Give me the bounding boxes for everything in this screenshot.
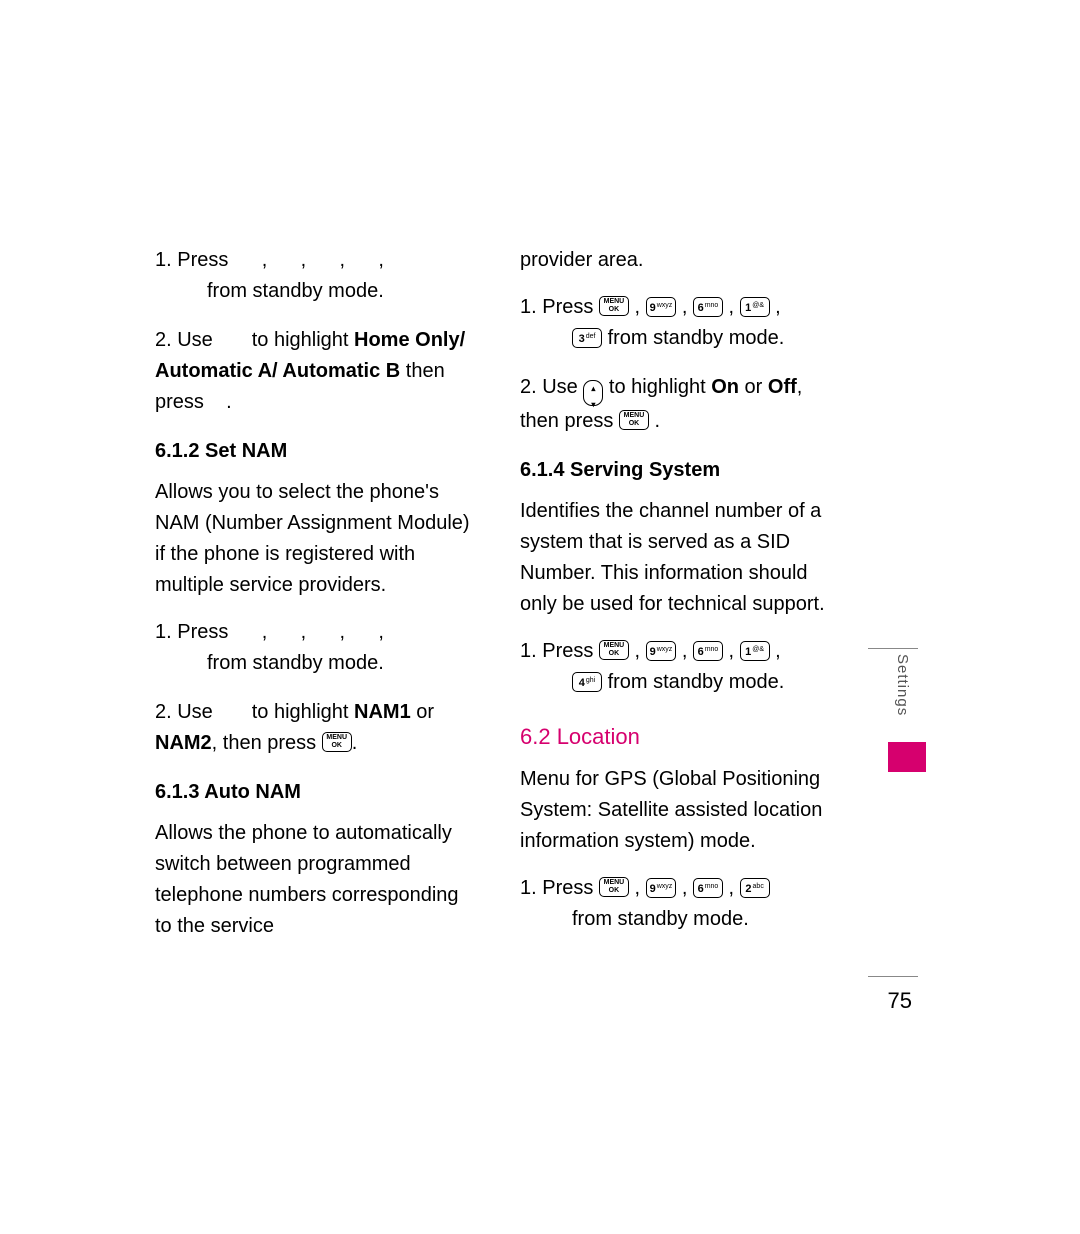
side-tab: Settings <box>894 654 918 772</box>
key-2-icon: 2abc <box>740 878 770 898</box>
section-label: Settings <box>894 654 911 738</box>
text: 6 <box>698 302 704 314</box>
side-divider-top <box>868 648 918 649</box>
text: OK <box>331 742 342 749</box>
text: 1. Press <box>520 877 599 899</box>
menu-ok-key-icon: MENUOK <box>322 732 352 752</box>
text: abc <box>753 883 764 890</box>
desc-6-1-2: Allows you to select the phone's NAM (Nu… <box>155 477 480 601</box>
text: MENU <box>604 642 625 649</box>
text: 4 <box>579 677 585 689</box>
text: 1. Press <box>520 640 599 662</box>
menu-ok-key-icon: MENUOK <box>599 877 629 897</box>
text: 1. Press <box>155 249 228 271</box>
menu-ok-key-icon: MENUOK <box>619 410 649 430</box>
heading-6-2: 6.2 Location <box>520 720 845 754</box>
text: 6 <box>698 883 704 895</box>
desc-6-1-4: Identifies the channel number of a syste… <box>520 496 845 620</box>
step-6-1-3-1: 1. Press MENUOK , 9wxyz , 6mno , 1@& , 3… <box>520 292 845 354</box>
text: 9 <box>650 646 656 658</box>
text: 1 <box>745 646 751 658</box>
text: or <box>411 701 434 723</box>
step-6-1-3-2: 2. Use ▴▾ to highlight On or Off, then p… <box>520 372 845 437</box>
left-column: 1. Press , , , , from standby mode. 2. U… <box>155 245 480 958</box>
text: ▴ <box>591 381 595 397</box>
option-bold: NAM1 <box>354 701 411 723</box>
text: , then press <box>212 732 322 754</box>
text: def <box>586 333 596 340</box>
option-bold: Off <box>768 376 797 398</box>
step-6-1-2-2: 2. Use to highlight NAM1 or NAM2, then p… <box>155 697 480 759</box>
text: from standby mode. <box>608 327 785 349</box>
text: MENU <box>624 412 645 419</box>
text: from standby mode. <box>608 671 785 693</box>
side-divider-bottom <box>868 976 918 977</box>
text: to highlight <box>252 701 354 723</box>
step-6-1-x-2: 2. Use to highlight Home Only/ Automatic… <box>155 325 480 418</box>
text: OK <box>609 887 620 894</box>
heading-6-1-4: 6.1.4 Serving System <box>520 455 845 486</box>
desc-6-1-3-cont: provider area. <box>520 245 845 276</box>
nav-key-icon: ▴▾ <box>583 380 603 406</box>
text: 9 <box>650 883 656 895</box>
text: ghi <box>586 677 595 684</box>
text: mno <box>705 646 719 653</box>
text: from standby mode. <box>207 280 384 302</box>
text: MENU <box>604 298 625 305</box>
key-6-icon: 6mno <box>693 641 723 661</box>
manual-page: 1. Press , , , , from standby mode. 2. U… <box>155 245 845 958</box>
desc-6-2: Menu for GPS (Global Positioning System:… <box>520 764 845 857</box>
menu-ok-key-icon: MENUOK <box>599 296 629 316</box>
key-3-icon: 3def <box>572 328 602 348</box>
text: 2. Use <box>155 701 213 723</box>
step-6-1-2-1: 1. Press , , , , from standby mode. <box>155 617 480 679</box>
text: 1. Press <box>155 621 228 643</box>
text: OK <box>609 650 620 657</box>
key-1-icon: 1@& <box>740 297 770 317</box>
text: 2. Use <box>520 376 583 398</box>
option-bold: NAM2 <box>155 732 212 754</box>
text: 2 <box>745 883 751 895</box>
key-6-icon: 6mno <box>693 297 723 317</box>
text: MENU <box>326 734 347 741</box>
right-column: provider area. 1. Press MENUOK , 9wxyz ,… <box>520 245 845 958</box>
text: 9 <box>650 302 656 314</box>
heading-6-1-2: 6.1.2 Set NAM <box>155 436 480 467</box>
text: from standby mode. <box>207 652 384 674</box>
text: MENU <box>604 879 625 886</box>
key-9-icon: 9wxyz <box>646 878 677 898</box>
page-number: 75 <box>888 988 912 1014</box>
key-6-icon: 6mno <box>693 878 723 898</box>
text: wxyz <box>657 883 673 890</box>
heading-6-1-3: 6.1.3 Auto NAM <box>155 777 480 808</box>
text: 6 <box>698 646 704 658</box>
text: @& <box>752 302 764 309</box>
text: 2. Use <box>155 329 213 351</box>
text: wxyz <box>657 646 673 653</box>
text: 1. Press <box>520 296 599 318</box>
text: @& <box>752 646 764 653</box>
text: wxyz <box>657 302 673 309</box>
text: to highlight <box>252 329 354 351</box>
accent-block <box>888 742 926 772</box>
text: OK <box>609 306 620 313</box>
key-9-icon: 9wxyz <box>646 297 677 317</box>
text: mno <box>705 883 719 890</box>
key-4-icon: 4ghi <box>572 672 602 692</box>
option-bold: On <box>711 376 739 398</box>
key-1-icon: 1@& <box>740 641 770 661</box>
step-6-1-4-1: 1. Press MENUOK , 9wxyz , 6mno , 1@& , 4… <box>520 636 845 698</box>
text: OK <box>629 420 640 427</box>
text: mno <box>705 302 719 309</box>
text: 1 <box>745 302 751 314</box>
key-9-icon: 9wxyz <box>646 641 677 661</box>
step-6-2-1: 1. Press MENUOK , 9wxyz , 6mno , 2abc fr… <box>520 873 845 935</box>
step-6-1-x-1: 1. Press , , , , from standby mode. <box>155 245 480 307</box>
text: or <box>739 376 768 398</box>
menu-ok-key-icon: MENUOK <box>599 640 629 660</box>
text: to highlight <box>609 376 711 398</box>
desc-6-1-3: Allows the phone to automatically switch… <box>155 818 480 942</box>
text: 3 <box>579 333 585 345</box>
text: from standby mode. <box>572 908 749 930</box>
